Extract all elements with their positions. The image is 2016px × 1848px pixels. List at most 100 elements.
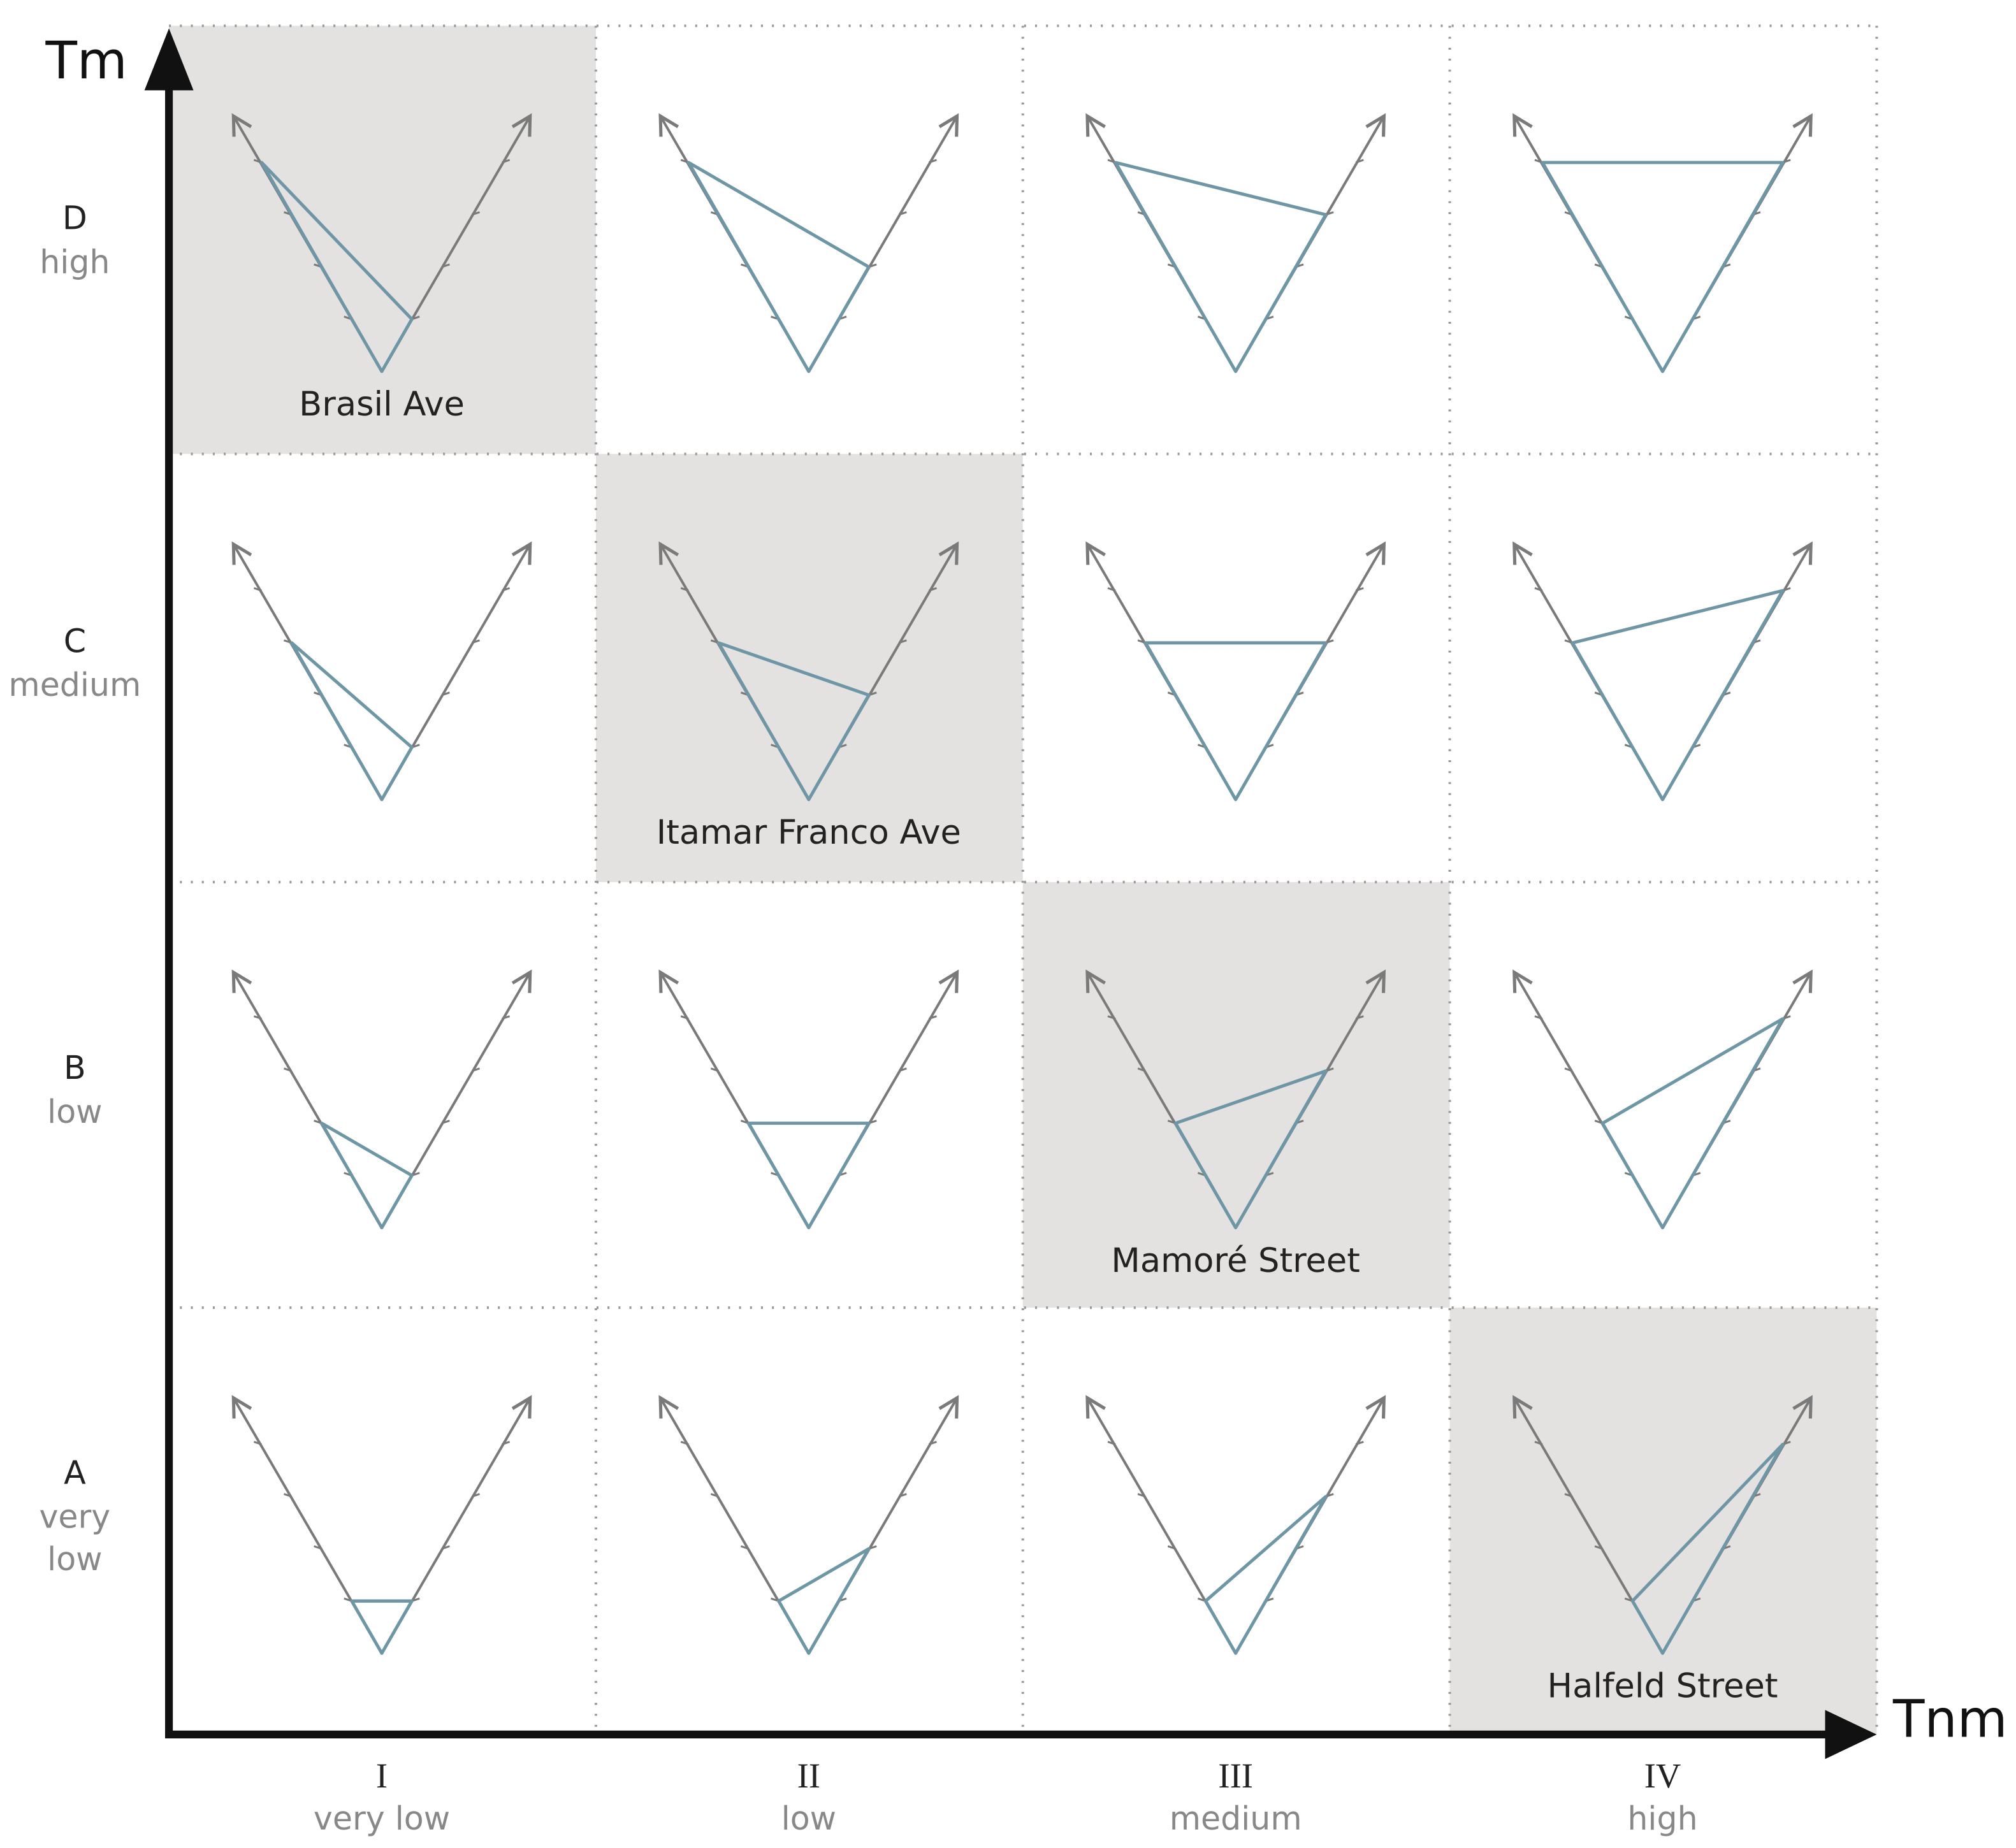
tick [502, 1441, 511, 1445]
column-numeral: III [1218, 1756, 1253, 1795]
tick [928, 587, 937, 592]
tick [1564, 1493, 1573, 1498]
arrow-head [1365, 541, 1386, 565]
tick [441, 263, 450, 268]
arrow-head [511, 1395, 532, 1419]
arrow-head [658, 113, 679, 137]
arrow-head [1085, 969, 1106, 993]
tick [898, 1067, 907, 1072]
arrow-head [511, 113, 532, 137]
tick [898, 1493, 907, 1498]
triangle [320, 1122, 414, 1230]
tick [928, 159, 937, 164]
arrow-head [511, 541, 532, 565]
tick [253, 1441, 262, 1445]
y-axis-label: Tm [45, 31, 127, 91]
triangle [1630, 1443, 1785, 1655]
x-axis-arrow [1825, 1710, 1877, 1759]
arrow-head [1085, 1395, 1106, 1419]
triangle [1143, 641, 1328, 802]
column-numeral: I [376, 1756, 388, 1795]
row-level: low [47, 1093, 102, 1130]
tick [740, 1545, 750, 1550]
tick [680, 587, 689, 592]
triangle [1173, 1069, 1328, 1230]
tick [471, 639, 481, 644]
column-level: low [781, 1800, 836, 1837]
arrow-head [1365, 1395, 1386, 1419]
tick [471, 211, 481, 216]
arrow-head [938, 113, 959, 137]
highlight-cell [1022, 882, 1450, 1308]
arrow-head [1792, 541, 1813, 565]
tick [471, 1067, 481, 1072]
triangle [259, 161, 414, 373]
highlight-cell [595, 454, 1023, 883]
tick [1355, 1015, 1364, 1020]
y-axis-arrow [144, 28, 194, 90]
tick [502, 159, 511, 164]
arrow-head [231, 541, 252, 565]
tick [1564, 1067, 1573, 1072]
triangle [1541, 161, 1785, 373]
triangle [290, 641, 414, 802]
tick [1137, 1067, 1146, 1072]
arrow-head [1512, 113, 1533, 137]
tick [1355, 587, 1364, 592]
triangle [686, 161, 871, 373]
tick [680, 1015, 689, 1020]
cell-label: Brasil Ave [299, 385, 465, 424]
cell-label: Mamoré Street [1111, 1241, 1360, 1280]
row-letter: D [62, 199, 87, 237]
column-numeral: IV [1644, 1756, 1681, 1795]
row-level: medium [8, 666, 141, 704]
row-letter: B [64, 1049, 86, 1086]
row-level: very [39, 1498, 110, 1535]
cell-label: Halfeld Street [1548, 1667, 1778, 1706]
arrow-head [1512, 969, 1533, 993]
column-level: medium [1170, 1800, 1302, 1837]
column-numeral: II [797, 1756, 820, 1795]
tick [1137, 1493, 1146, 1498]
arrow-head [1365, 969, 1386, 993]
tick [471, 1493, 481, 1498]
arrow-head [1365, 113, 1386, 137]
triangle [1204, 1494, 1328, 1655]
tick [1107, 587, 1116, 592]
highlight-cell [169, 25, 596, 454]
arrow-head [1085, 113, 1106, 137]
tick [1534, 1441, 1543, 1445]
triangle [1600, 1017, 1785, 1230]
tick [1107, 1015, 1116, 1020]
tick [502, 587, 511, 592]
triangle [716, 641, 871, 802]
tick [1355, 159, 1364, 164]
tick [928, 1015, 937, 1020]
tick [710, 1067, 719, 1072]
row-level: low [47, 1540, 102, 1578]
triangle [350, 1599, 414, 1655]
tick [253, 587, 262, 592]
arrow-head [658, 541, 679, 565]
tick [710, 1493, 719, 1498]
tick [1534, 587, 1543, 592]
triangle [1113, 161, 1328, 373]
tick [680, 1441, 689, 1445]
row-level: high [40, 243, 110, 280]
triangle [1570, 589, 1785, 802]
arrow-head [231, 113, 252, 137]
triangle [777, 1547, 871, 1655]
tick [898, 211, 907, 216]
arrow-head [1792, 113, 1813, 137]
arrow-head [938, 969, 959, 993]
arrow-head [231, 1395, 252, 1419]
arrow-head [1085, 541, 1106, 565]
arrow-head [938, 541, 959, 565]
row-letter: A [64, 1454, 86, 1492]
cell-label: Itamar Franco Ave [656, 813, 961, 852]
arrow-head [658, 1395, 679, 1419]
triangle [747, 1122, 871, 1230]
tick [898, 639, 907, 644]
arrow-head [938, 1395, 959, 1419]
